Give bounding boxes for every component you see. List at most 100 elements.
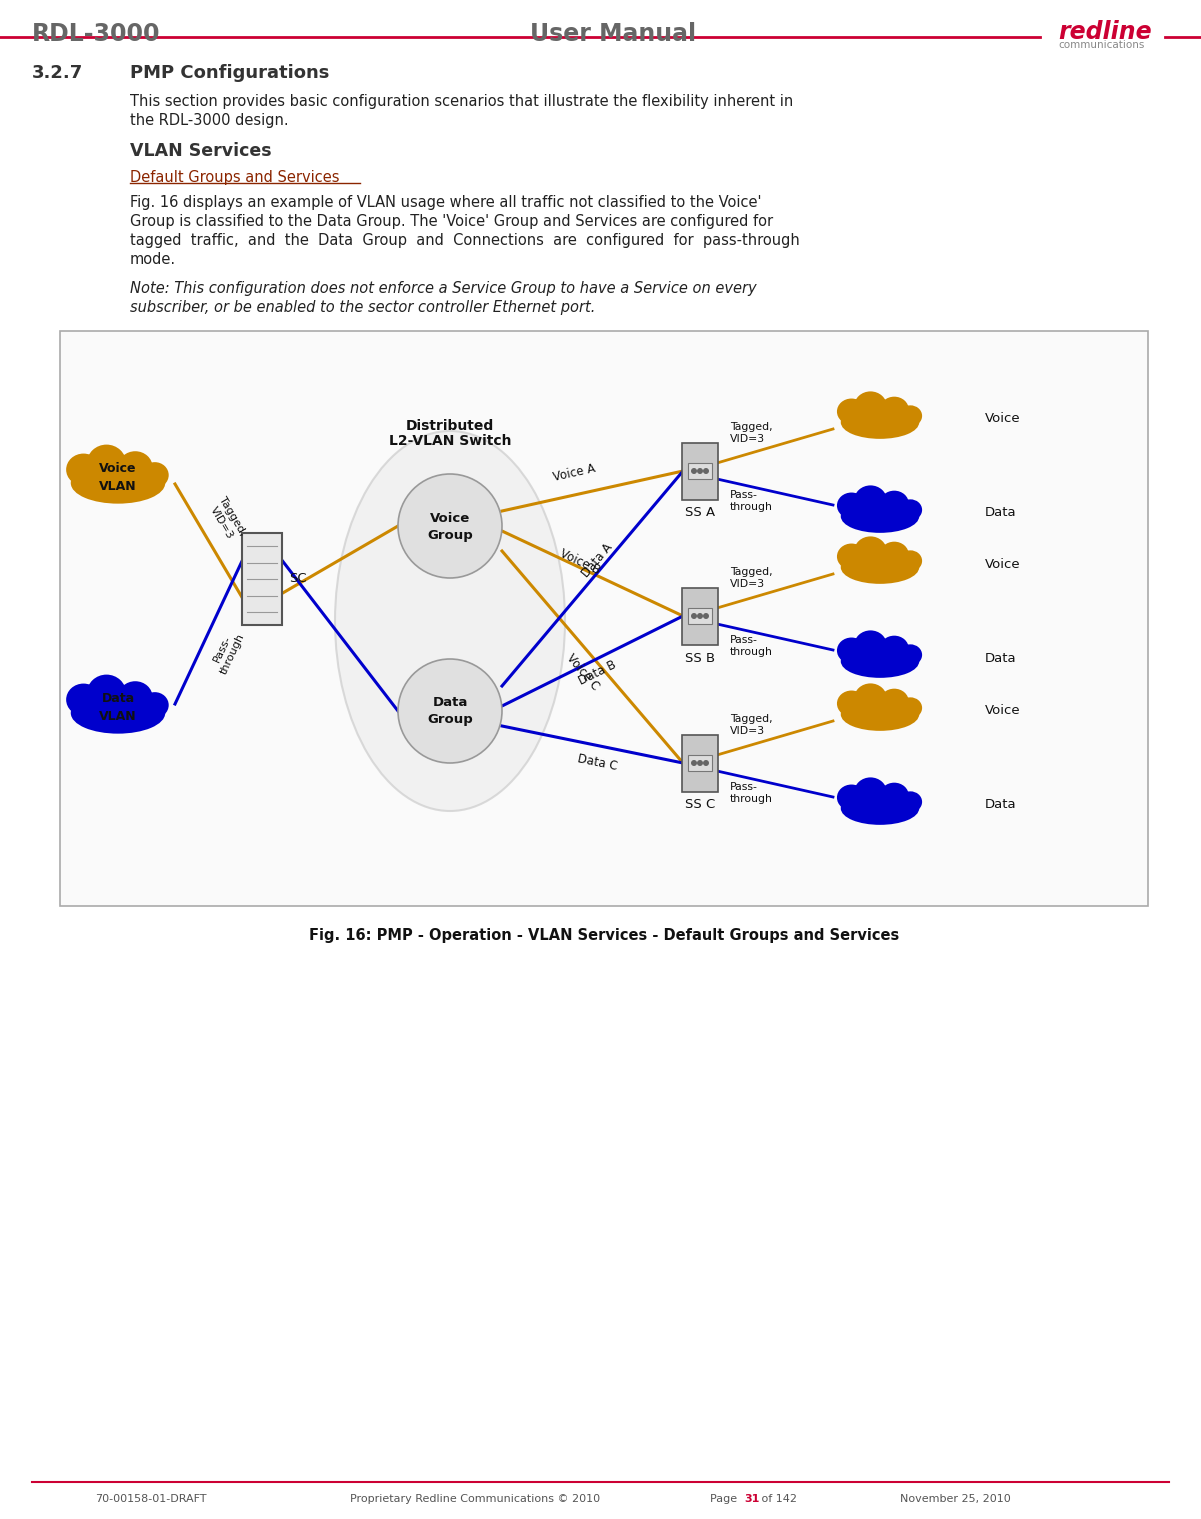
Text: Voice: Voice: [985, 413, 1021, 425]
Text: 31: 31: [743, 1495, 759, 1504]
Text: L2-VLAN Switch: L2-VLAN Switch: [389, 434, 512, 448]
Text: Note: This configuration does not enforce a Service Group to have a Service on e: Note: This configuration does not enforc…: [130, 281, 757, 296]
FancyBboxPatch shape: [682, 735, 718, 791]
Text: 3.2.7: 3.2.7: [32, 64, 83, 82]
Ellipse shape: [855, 779, 885, 807]
Ellipse shape: [882, 690, 908, 714]
Text: Tagged,
VID=3: Tagged, VID=3: [730, 422, 772, 444]
Ellipse shape: [855, 685, 885, 712]
Ellipse shape: [67, 454, 100, 485]
Text: Fig. 16 displays an example of VLAN usage where all traffic not classified to th: Fig. 16 displays an example of VLAN usag…: [130, 194, 761, 210]
Text: Distributed: Distributed: [406, 419, 494, 433]
Text: Page: Page: [710, 1495, 741, 1504]
Text: Data: Data: [432, 697, 467, 709]
Ellipse shape: [335, 431, 564, 811]
Text: Data B: Data B: [576, 658, 619, 688]
Circle shape: [697, 468, 703, 474]
Ellipse shape: [900, 407, 921, 425]
Ellipse shape: [900, 646, 921, 664]
Text: Group is classified to the Data Group. The 'Voice' Group and Services are config: Group is classified to the Data Group. T…: [130, 214, 773, 229]
Ellipse shape: [900, 501, 921, 519]
Text: SS B: SS B: [685, 652, 715, 664]
Text: Pass-
through: Pass- through: [208, 627, 246, 676]
Ellipse shape: [838, 785, 865, 810]
Text: Fig. 16: PMP - Operation - VLAN Services - Default Groups and Services: Fig. 16: PMP - Operation - VLAN Services…: [309, 928, 900, 943]
Text: Voice C: Voice C: [563, 652, 602, 693]
Ellipse shape: [882, 398, 908, 421]
Text: This section provides basic configuration scenarios that illustrate the flexibil: This section provides basic configuratio…: [130, 94, 793, 109]
Ellipse shape: [842, 407, 918, 437]
Text: Pass-
through: Pass- through: [730, 635, 773, 656]
Text: User Manual: User Manual: [530, 21, 697, 46]
Text: Default Groups and Services: Default Groups and Services: [130, 170, 340, 185]
Text: November 25, 2010: November 25, 2010: [900, 1495, 1011, 1504]
FancyBboxPatch shape: [241, 533, 282, 624]
Text: tagged  traffic,  and  the  Data  Group  and  Connections  are  configured  for : tagged traffic, and the Data Group and C…: [130, 232, 800, 248]
Text: Voice: Voice: [100, 462, 137, 475]
Text: Data: Data: [985, 799, 1016, 811]
Text: Voice: Voice: [985, 557, 1021, 571]
Ellipse shape: [142, 463, 167, 486]
Ellipse shape: [119, 453, 151, 482]
Ellipse shape: [882, 636, 908, 661]
Circle shape: [691, 468, 697, 474]
Ellipse shape: [838, 399, 865, 424]
Text: communications: communications: [1058, 39, 1145, 50]
Text: SC: SC: [289, 573, 306, 585]
Text: Voice B: Voice B: [558, 547, 603, 577]
Ellipse shape: [842, 699, 918, 729]
Circle shape: [697, 614, 703, 620]
FancyBboxPatch shape: [682, 588, 718, 644]
Circle shape: [691, 760, 697, 766]
Text: VLAN Services: VLAN Services: [130, 141, 271, 159]
Text: Voice: Voice: [430, 512, 470, 524]
Text: Data: Data: [101, 693, 135, 705]
Text: Group: Group: [428, 529, 473, 541]
Text: Tagged,
VID=3: Tagged, VID=3: [730, 567, 772, 589]
Ellipse shape: [838, 494, 865, 518]
Ellipse shape: [838, 691, 865, 715]
Ellipse shape: [838, 639, 865, 662]
Ellipse shape: [882, 784, 908, 808]
Text: the RDL-3000 design.: the RDL-3000 design.: [130, 112, 288, 128]
Ellipse shape: [72, 463, 165, 503]
Text: Group: Group: [428, 714, 473, 726]
Circle shape: [703, 760, 709, 766]
Text: subscriber, or be enabled to the sector controller Ethernet port.: subscriber, or be enabled to the sector …: [130, 299, 596, 314]
Text: VLAN: VLAN: [100, 480, 137, 494]
Circle shape: [703, 468, 709, 474]
Ellipse shape: [838, 545, 865, 568]
Text: PMP Configurations: PMP Configurations: [130, 64, 329, 82]
Text: mode.: mode.: [130, 252, 177, 267]
Text: SS C: SS C: [685, 799, 715, 811]
Circle shape: [398, 659, 502, 763]
Ellipse shape: [842, 793, 918, 823]
FancyBboxPatch shape: [682, 442, 718, 500]
Text: RDL-3000: RDL-3000: [32, 21, 161, 46]
Ellipse shape: [855, 538, 885, 565]
Circle shape: [691, 614, 697, 620]
Ellipse shape: [900, 793, 921, 811]
Ellipse shape: [882, 492, 908, 515]
Text: Data A: Data A: [580, 541, 615, 580]
Text: Voice: Voice: [985, 705, 1021, 717]
Text: VLAN: VLAN: [100, 711, 137, 723]
Text: Data C: Data C: [576, 752, 619, 773]
FancyBboxPatch shape: [688, 608, 712, 624]
Ellipse shape: [855, 486, 885, 515]
Ellipse shape: [72, 693, 165, 732]
Ellipse shape: [142, 693, 167, 717]
Text: of 142: of 142: [758, 1495, 797, 1504]
Ellipse shape: [67, 685, 100, 714]
Text: Tagged,
VID=3: Tagged, VID=3: [730, 714, 772, 735]
Ellipse shape: [119, 682, 151, 712]
Text: redline: redline: [1058, 20, 1152, 44]
Text: Tagged,
VID=3: Tagged, VID=3: [207, 495, 247, 544]
FancyBboxPatch shape: [688, 463, 712, 478]
Ellipse shape: [842, 646, 918, 676]
Ellipse shape: [855, 392, 885, 421]
Ellipse shape: [842, 501, 918, 532]
Text: Pass-
through: Pass- through: [730, 782, 773, 804]
Ellipse shape: [855, 632, 885, 659]
Ellipse shape: [900, 551, 921, 570]
